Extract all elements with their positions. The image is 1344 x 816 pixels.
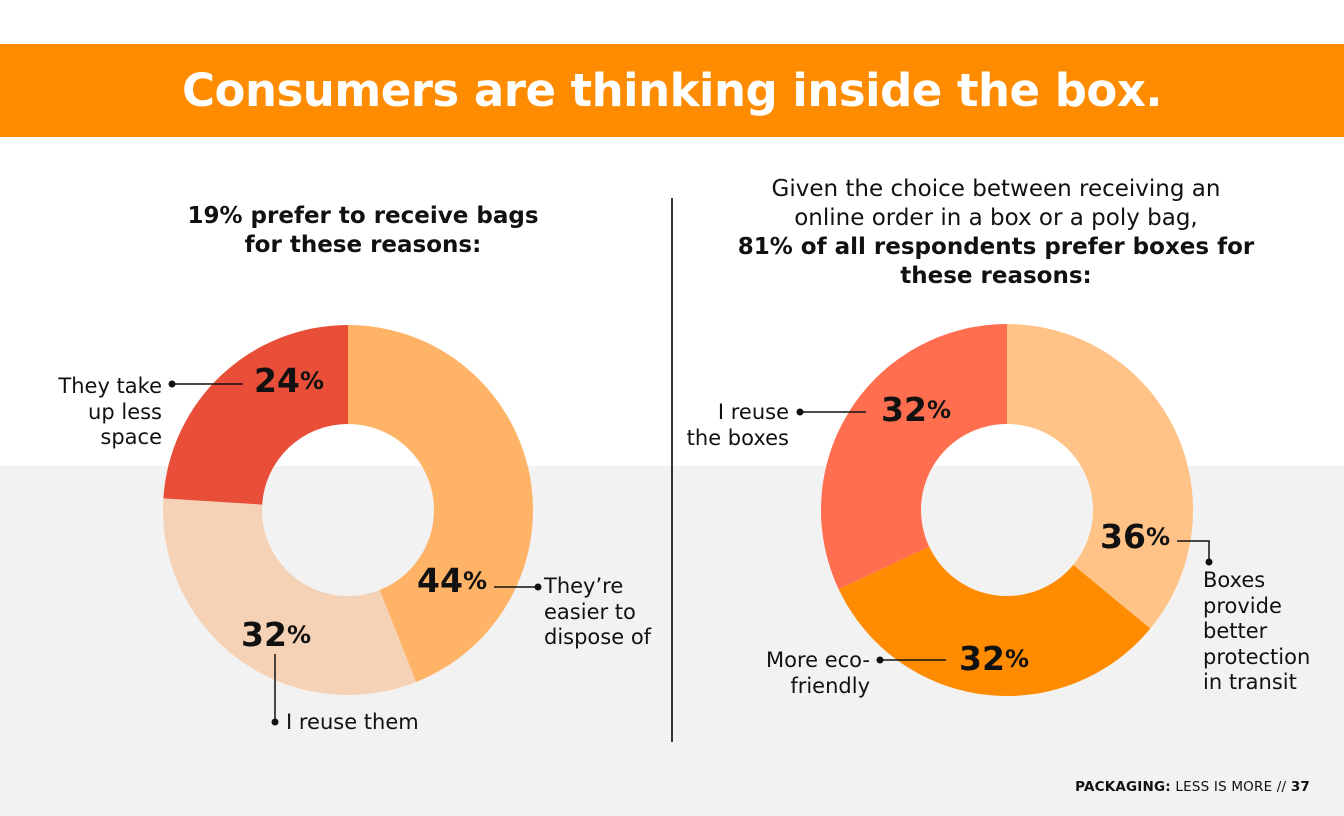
slice-value-label: 36% xyxy=(1100,517,1170,556)
leader-line xyxy=(1177,540,1210,562)
slice-value-label: 32% xyxy=(241,615,311,654)
left-subtitle-line2: for these reasons: xyxy=(244,232,482,258)
callout-label: Boxes provide better protection in trans… xyxy=(1203,568,1311,694)
leader-dot xyxy=(876,656,884,664)
callout-label: I reuse them xyxy=(286,710,419,734)
donut-slice xyxy=(348,325,533,683)
right-subtitle-line1: Given the choice between receiving an xyxy=(771,176,1221,202)
callout-label: I reuse the boxes xyxy=(686,400,789,450)
callout-label: They take up less space xyxy=(58,374,162,449)
footer-text: LESS IS MORE // xyxy=(1175,779,1287,795)
header-banner: Consumers are thinking inside the box. xyxy=(0,44,1344,137)
footer: PACKAGING: LESS IS MORE // 37 xyxy=(1075,779,1310,795)
leader-dot xyxy=(271,718,279,726)
donut-slice xyxy=(838,546,1151,696)
right-subtitle-line2: online order in a box or a poly bag, xyxy=(794,205,1198,231)
page-title: Consumers are thinking inside the box. xyxy=(182,64,1162,117)
callout-label: More eco-friendly xyxy=(765,648,870,698)
left-chart-subtitle: 19% prefer to receive bags for these rea… xyxy=(150,202,576,260)
leader-dot xyxy=(1205,558,1213,566)
donut-slice xyxy=(163,325,348,505)
footer-page-number: 37 xyxy=(1290,779,1310,795)
donut-slice xyxy=(162,498,417,695)
right-subtitle-line3: 81% of all respondents prefer boxes for xyxy=(737,234,1255,260)
left-subtitle-line1: 19% prefer to receive bags xyxy=(187,203,539,229)
leader-dot xyxy=(168,380,176,388)
callout-label: They’re easier to dispose of xyxy=(544,574,652,649)
donut-slice xyxy=(821,324,1007,590)
donut-slice xyxy=(1007,324,1193,629)
leader-dot xyxy=(534,583,542,591)
right-subtitle-line4: these reasons: xyxy=(900,263,1092,289)
leader-dot xyxy=(796,408,804,416)
slice-value-label: 44% xyxy=(417,561,487,600)
footer-brand: PACKAGING: xyxy=(1075,779,1171,795)
chart-divider xyxy=(671,198,673,742)
slice-value-label: 24% xyxy=(254,361,324,400)
right-chart-subtitle: Given the choice between receiving an on… xyxy=(722,175,1270,291)
slice-value-label: 32% xyxy=(881,390,951,429)
slice-value-label: 32% xyxy=(959,639,1029,678)
